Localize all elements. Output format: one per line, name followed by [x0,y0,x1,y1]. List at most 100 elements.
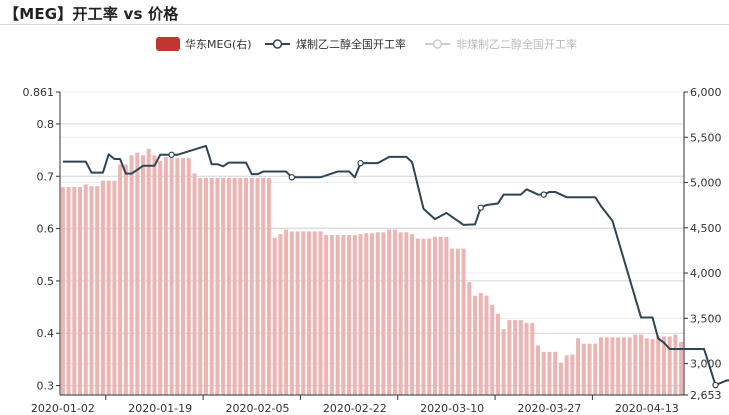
x-tick-label: 2020-03-27 [517,402,581,415]
bar [181,158,186,395]
bar [530,322,535,395]
bar [301,231,306,395]
bar [203,178,208,395]
bar [289,231,294,395]
bar [432,236,437,395]
bar [495,313,500,395]
bar [667,336,672,395]
y-left-tick-label: 0.6 [37,223,55,236]
bar [226,178,231,395]
bar [364,233,369,395]
y-right-tick-label: 4,000 [690,267,722,280]
bar [261,178,266,395]
bar [415,238,420,395]
line-point [357,159,364,167]
bar [335,235,340,395]
bar [141,155,146,395]
bar [198,178,203,395]
bar [278,234,283,395]
bar [450,248,455,395]
bar [72,187,77,395]
bar [547,351,552,395]
y-right-tick-label: 5,000 [690,177,722,190]
bar [352,235,357,395]
bar [358,234,363,395]
bar [541,351,546,395]
bar [60,187,65,395]
bar [186,158,191,395]
bar [392,229,397,395]
bar [564,355,569,395]
bar [66,187,71,395]
line-point [168,151,175,158]
bar [621,337,626,395]
bar [398,232,403,395]
y-right-tick-label: 3,500 [690,312,722,325]
bar [507,320,512,395]
bar [490,304,495,395]
y-left-tick-label: 0.8 [37,118,55,131]
bar [404,232,409,395]
bar [616,337,621,395]
bar [307,231,312,395]
x-tick-label: 2020-02-05 [226,402,290,415]
y-left-tick-label: 0.861 [23,86,55,99]
legend-label-inactive: 非煤制乙二醇全国开工率 [456,37,577,51]
bar [558,362,563,395]
y-right-tick-label: 4,500 [690,222,722,235]
bar [244,178,249,395]
bar [455,248,460,395]
bar [478,292,483,395]
bar [581,343,586,395]
legend-swatch-marker [272,39,283,49]
bar [146,149,151,395]
line-point [712,381,719,389]
line-point [477,204,484,211]
bar [272,237,277,395]
bar [318,231,323,395]
y-left-tick-label: 0.4 [37,327,55,340]
bar [175,158,180,395]
bar [387,229,392,395]
y-right-tick-label: 5,500 [690,131,722,144]
bar [467,282,472,395]
bar [518,320,523,395]
bar [163,157,168,395]
bar-series [60,149,684,395]
bar [593,343,598,395]
line-series [62,144,729,389]
x-tick-label: 2020-01-19 [128,402,192,415]
bar [249,178,254,395]
bar [650,339,655,395]
bar [370,233,375,395]
bar [610,337,615,395]
bar [410,234,415,395]
x-tick-label: 2020-03-10 [420,402,484,415]
bar [381,232,386,395]
bar [112,180,117,395]
bar [570,354,575,395]
x-tick-label: 2020-02-22 [323,402,387,415]
bar [524,322,529,395]
bar [100,180,105,395]
x-tick-label: 2020-04-13 [615,402,679,415]
bar [118,164,123,395]
bar [536,345,541,395]
y-right-tick-label: 2,653 [690,389,722,402]
bar [95,186,100,395]
bar [232,178,237,395]
bar [438,236,443,395]
legend-label: 煤制乙二醇全国开工率 [296,37,406,51]
bar [221,178,226,395]
bar [347,235,352,395]
y-right-tick-label: 3,000 [690,358,722,371]
line-point [540,191,547,198]
bar [209,178,214,395]
bar [484,295,489,395]
legend-swatch-marker-inactive [432,39,443,49]
bar [627,337,632,395]
bar [644,338,649,395]
bar [604,337,609,395]
bar [639,334,644,395]
